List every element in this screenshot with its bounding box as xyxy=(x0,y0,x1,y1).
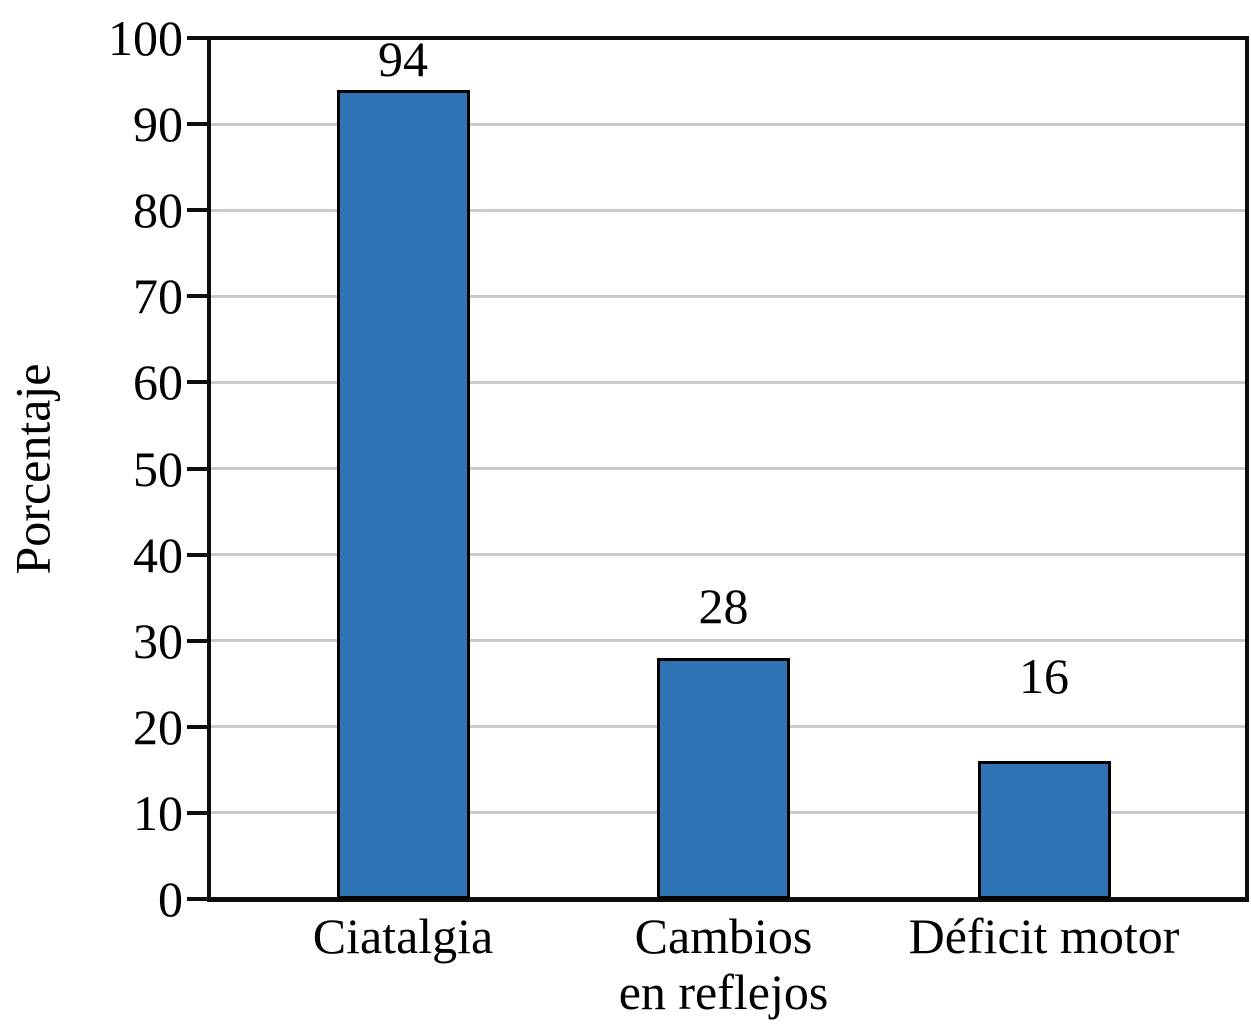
y-tick-40 xyxy=(187,552,207,557)
gridline-30 xyxy=(211,639,1245,643)
y-tick-label-100: 100 xyxy=(108,10,183,66)
y-tick-50 xyxy=(187,466,207,471)
gridline-90 xyxy=(211,122,1245,126)
y-tick-60 xyxy=(187,380,207,385)
gridline-40 xyxy=(211,553,1245,557)
y-tick-label-80: 80 xyxy=(133,182,183,239)
category-label-2: Cambios en reflejos xyxy=(618,908,829,1020)
y-tick-20 xyxy=(187,724,207,729)
y-tick-label-90: 90 xyxy=(133,96,183,153)
category-label-3: Déficit motor xyxy=(908,908,1180,964)
y-tick-label-20: 20 xyxy=(133,698,183,755)
y-tick-label-70: 70 xyxy=(133,268,183,325)
bar-3 xyxy=(977,761,1111,899)
y-tick-label-0: 0 xyxy=(158,871,183,927)
y-tick-30 xyxy=(187,638,207,643)
bar-1 xyxy=(336,89,470,899)
y-tick-0 xyxy=(187,897,207,901)
plot-border-top xyxy=(207,36,1249,40)
gridline-70 xyxy=(211,294,1245,298)
y-tick-80 xyxy=(187,208,207,213)
y-tick-label-40: 40 xyxy=(133,526,183,583)
category-label-1: Ciatalgia xyxy=(312,908,494,964)
y-tick-label-50: 50 xyxy=(133,440,183,497)
y-tick-label-60: 60 xyxy=(133,354,183,411)
plot-border-right xyxy=(1245,36,1249,902)
y-tick-label-10: 10 xyxy=(133,784,183,841)
bar-2 xyxy=(657,657,790,899)
y-tick-10 xyxy=(187,810,207,815)
gridline-60 xyxy=(211,380,1245,384)
y-tick-90 xyxy=(187,122,207,127)
x-axis-line xyxy=(207,897,1249,902)
gridline-80 xyxy=(211,208,1245,212)
bar-value-label-2: 28 xyxy=(698,577,749,634)
bar-value-label-3: 16 xyxy=(1019,648,1069,705)
y-tick-70 xyxy=(187,294,207,299)
y-tick-100 xyxy=(187,36,207,40)
gridline-50 xyxy=(211,467,1245,470)
y-tick-label-30: 30 xyxy=(133,612,183,669)
bar-value-label-1: 94 xyxy=(378,30,428,87)
y-axis-line xyxy=(207,36,211,902)
